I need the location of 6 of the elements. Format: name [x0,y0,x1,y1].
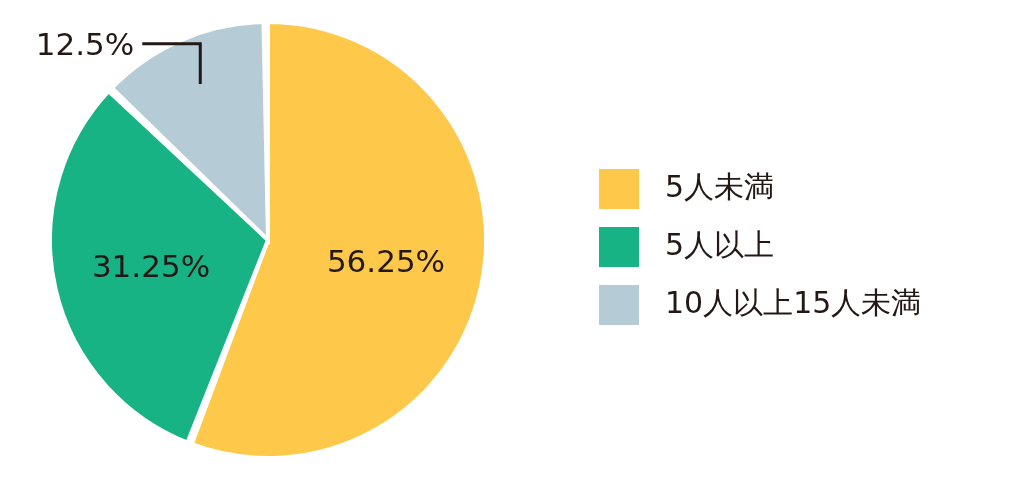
data-label: 31.25% [91,248,211,285]
data-label: 56.25% [326,243,446,280]
legend-label: 10人以上15人未満 [665,285,922,320]
legend-label: 5人以上 [665,227,775,262]
data-label: 12.5% [35,25,135,62]
legend-label: 5人未満 [665,169,775,204]
